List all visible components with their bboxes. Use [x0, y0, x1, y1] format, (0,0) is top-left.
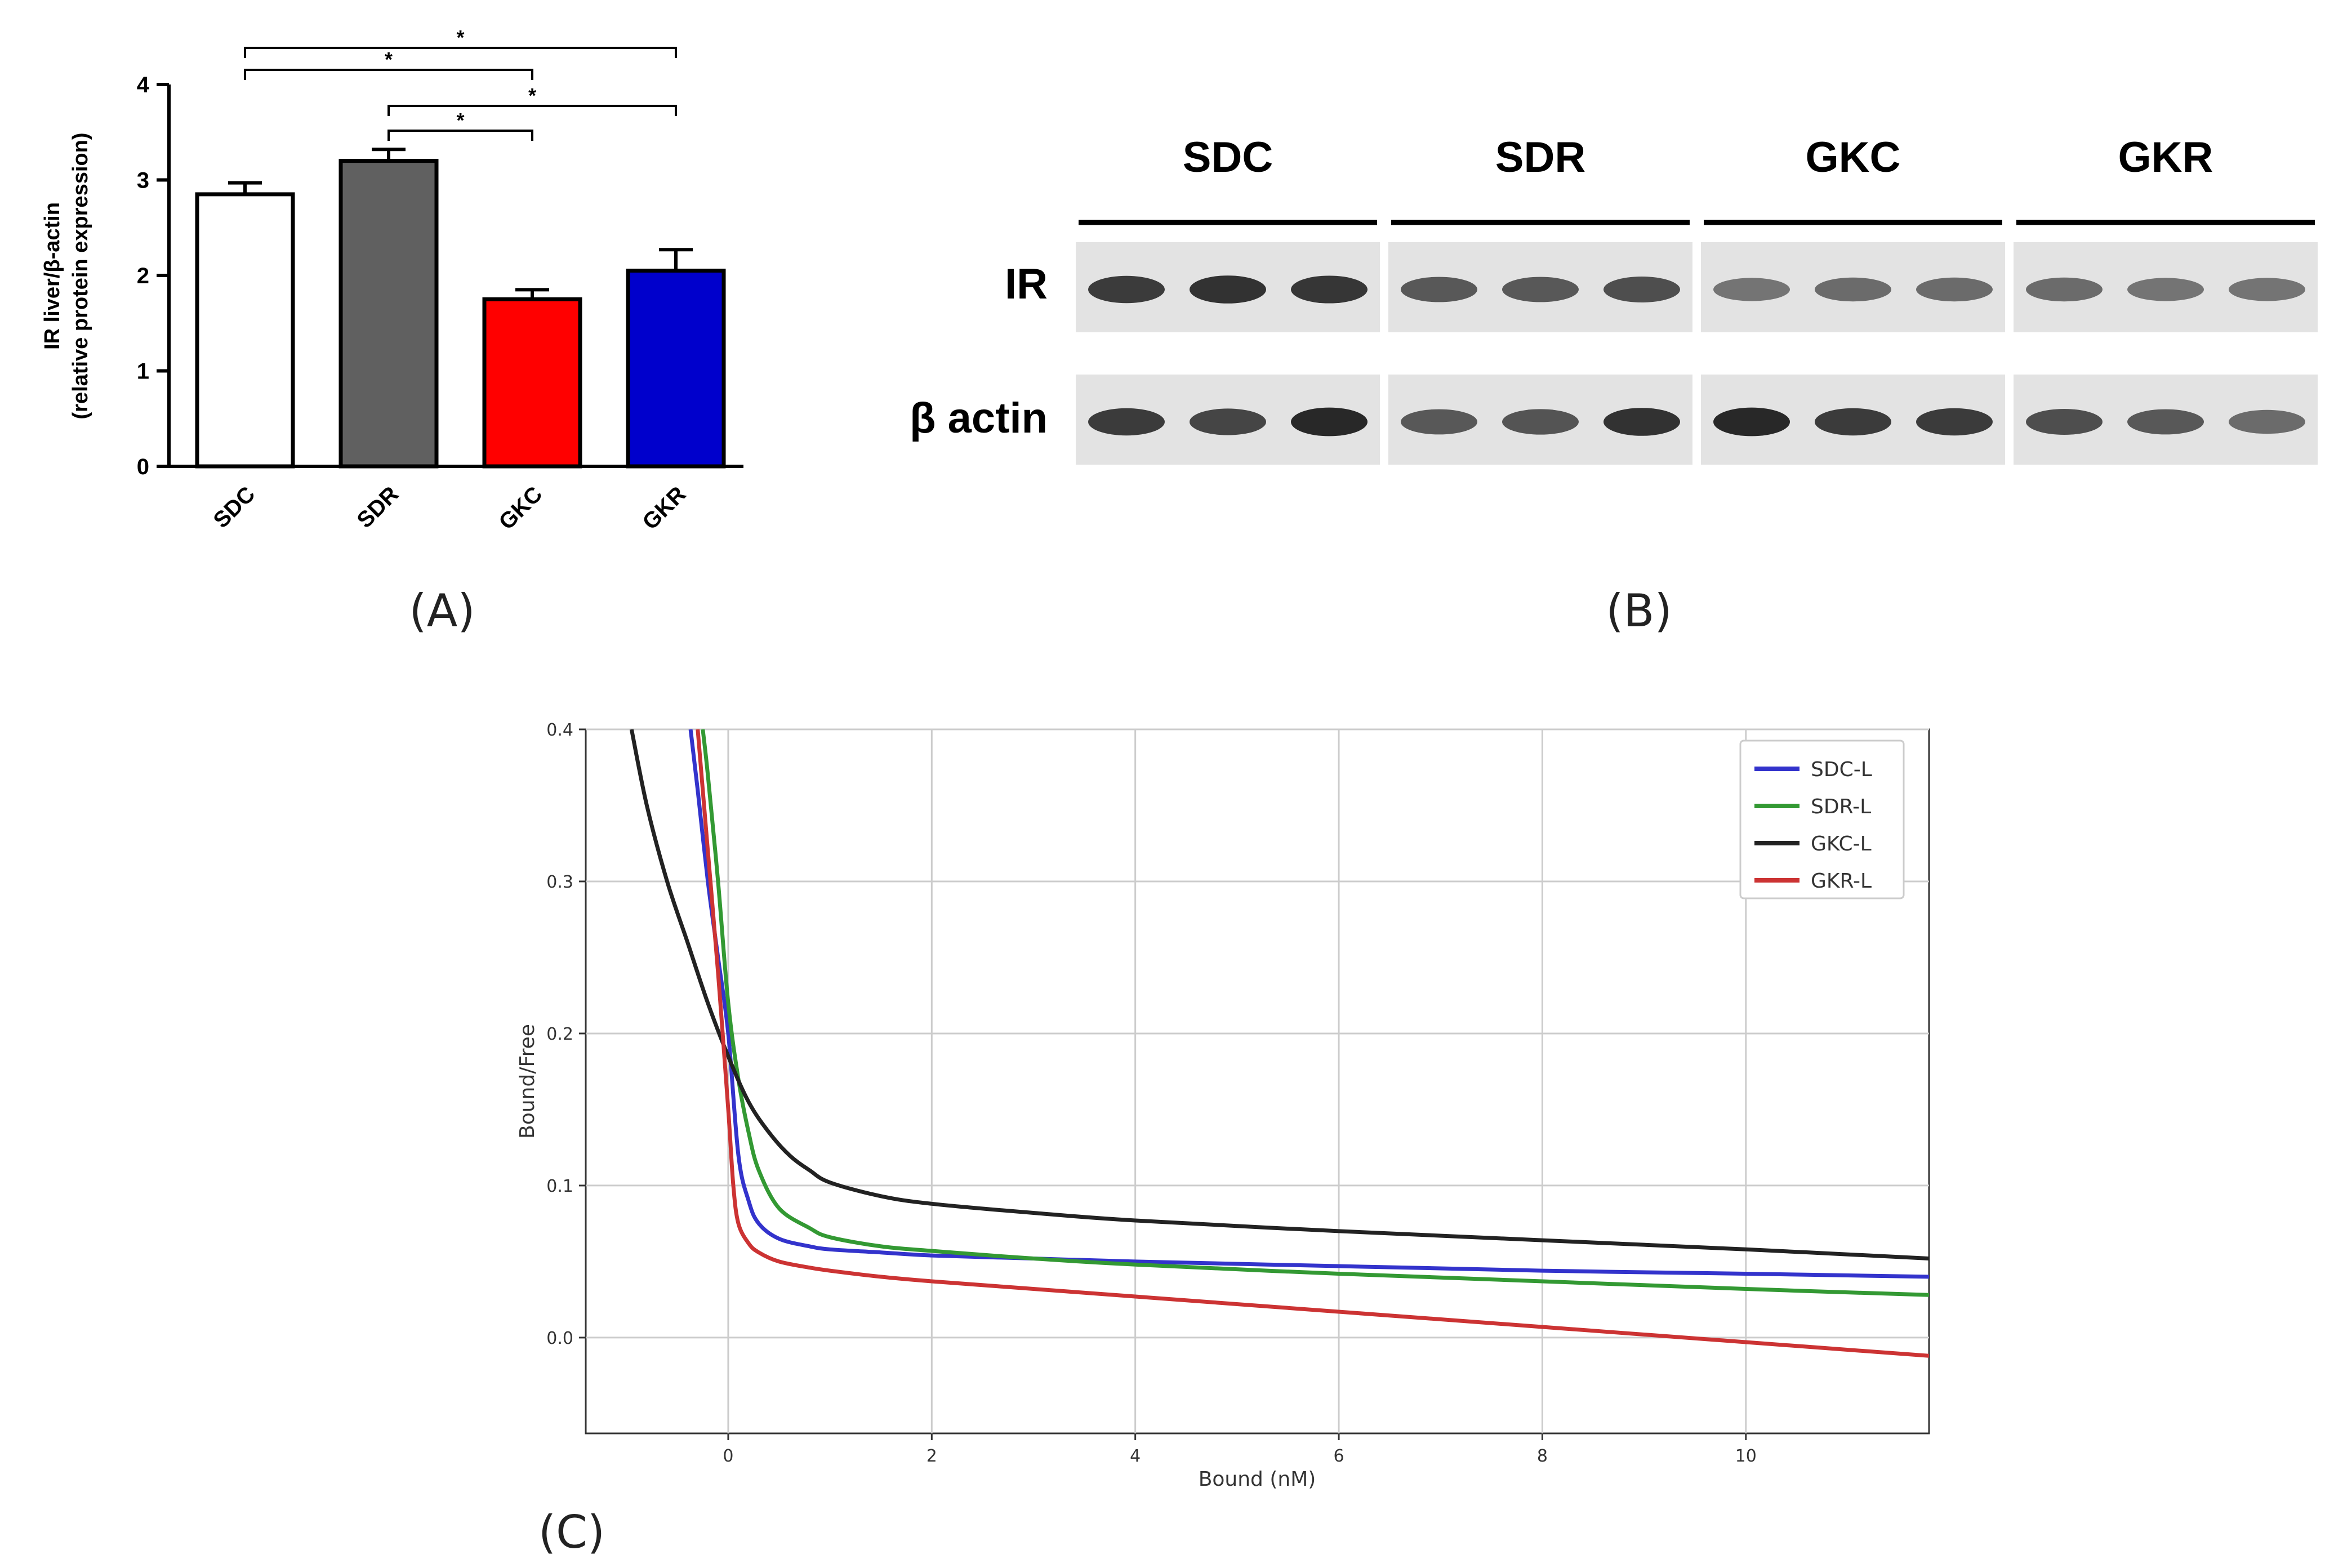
significance-star: *	[385, 48, 393, 71]
line-grid	[586, 728, 1929, 1433]
legend-label: GKR-L	[1811, 870, 1872, 893]
line-x-tick-label: 10	[1735, 1446, 1757, 1466]
blot-header-sdc: SDC	[1183, 133, 1273, 181]
bar-category-label: SDC	[209, 482, 260, 533]
bar-sdr	[338, 159, 439, 469]
bar-gkr	[626, 269, 726, 469]
legend-box	[1739, 740, 1905, 899]
panel-a-label: (A)	[409, 585, 475, 637]
bar-sdc	[195, 192, 295, 469]
bar-y-tick-label: 1	[137, 359, 149, 384]
legend-label: SDR-L	[1811, 795, 1871, 818]
blot-band	[1401, 409, 1477, 435]
legend-label: GKC-L	[1811, 832, 1872, 856]
bar-y-tick-label: 0	[137, 455, 149, 479]
blot-band	[1088, 408, 1165, 436]
blot-band	[2127, 278, 2204, 301]
line-y-tick-label: 0.1	[546, 1177, 573, 1196]
blot-group-headers: SDC SDR GKC GKR	[1079, 133, 2315, 225]
blot-band	[1815, 277, 1891, 302]
western-blot-panel-b: SDC SDR GKC GKR IR β actin (B)	[910, 133, 2318, 637]
bar-category-labels: SDC SDR GKC GKR	[209, 482, 691, 534]
line-y-tick-label: 0.4	[546, 720, 573, 740]
bar-chart-panel-a: IR liver/β-actin (relative protein expre…	[41, 26, 743, 637]
significance-bracket	[244, 69, 533, 80]
significance-bracket	[244, 47, 677, 58]
blot-band	[1713, 407, 1790, 436]
blot-band	[1190, 275, 1266, 304]
significance-brackets: * * * *	[244, 26, 677, 141]
series-line-gkr-l	[696, 729, 1929, 1358]
blot-band	[1916, 408, 1993, 436]
panel-b-label: (B)	[1606, 585, 1672, 637]
blot-band	[1603, 408, 1680, 436]
blot-band	[2127, 409, 2204, 435]
bar-y-ticks: 0 1 2 3 4	[137, 73, 169, 479]
significance-star: *	[456, 26, 464, 49]
line-ticks: 0 2 4 6 8 10 0.0 0.1 0.2 0.3 0.4	[546, 720, 1757, 1466]
line-x-tick-label: 0	[723, 1446, 733, 1466]
blot-band	[1713, 278, 1790, 301]
blot-band	[2026, 409, 2103, 435]
blot-band	[1603, 277, 1680, 302]
blot-band	[2026, 277, 2103, 302]
blot-band	[1916, 277, 1993, 302]
blot-band	[1401, 277, 1477, 302]
bar-marks	[195, 148, 726, 469]
line-ylabel: Bound/Free	[516, 1024, 539, 1139]
bar-y-tick-label: 3	[137, 168, 149, 193]
blot-band	[1291, 407, 1368, 436]
line-xlabel: Bound (nM)	[1199, 1468, 1316, 1491]
line-legend: SDC-L SDR-L GKC-L GKR-L	[1739, 740, 1905, 899]
blot-header-gkc: GKC	[1806, 133, 1901, 181]
blot-row-label-ir: IR	[1005, 260, 1048, 308]
panel-c-label: (C)	[538, 1506, 605, 1558]
bar-ylabel-line1: IR liver/β-actin	[41, 202, 64, 350]
significance-star: *	[528, 84, 536, 107]
series-line-gkc-l	[629, 729, 1929, 1260]
legend-label: SDC-L	[1811, 758, 1872, 781]
line-x-tick-label: 4	[1130, 1446, 1141, 1466]
blot-band	[1291, 275, 1368, 304]
blot-header-sdr: SDR	[1495, 133, 1585, 181]
significance-bracket	[387, 105, 677, 116]
blot-band	[2229, 278, 2305, 301]
bar-category-label: GKR	[638, 482, 691, 534]
significance-bracket	[387, 130, 533, 141]
blot-band	[1502, 277, 1579, 302]
blot-strips	[1076, 242, 2318, 465]
line-chart-panel-c: 0 2 4 6 8 10 0.0 0.1 0.2 0.3 0.4 Bound (nM) Bound/…	[516, 720, 1930, 1558]
blot-band	[2229, 409, 2305, 434]
bar-ylabel-line2: (relative protein expression)	[69, 133, 92, 420]
line-plot-area	[585, 728, 1930, 1435]
bar-category-label: GKC	[494, 482, 547, 534]
line-y-tick-label: 0.3	[546, 872, 573, 892]
blot-header-gkr: GKR	[2118, 133, 2213, 181]
line-x-tick-label: 2	[927, 1446, 937, 1466]
line-y-tick-label: 0.2	[546, 1024, 573, 1044]
blot-band	[1502, 409, 1579, 435]
bar-y-tick-label: 2	[137, 264, 149, 288]
blot-band	[1815, 408, 1891, 436]
bar-y-tick-label: 4	[137, 73, 150, 97]
bar-gkc	[482, 297, 582, 469]
blot-row-labels: IR β actin	[910, 260, 1048, 442]
line-x-tick-label: 8	[1537, 1446, 1548, 1466]
significance-star: *	[456, 109, 464, 132]
series-line-sdr-l	[701, 729, 1929, 1297]
blot-band	[1190, 408, 1266, 435]
bar-category-label: SDR	[353, 482, 404, 533]
line-y-tick-label: 0.0	[546, 1329, 573, 1348]
blot-row-label-actin: β actin	[910, 394, 1048, 442]
line-series	[629, 729, 1929, 1358]
line-x-tick-label: 6	[1333, 1446, 1344, 1466]
blot-band	[1088, 275, 1165, 304]
